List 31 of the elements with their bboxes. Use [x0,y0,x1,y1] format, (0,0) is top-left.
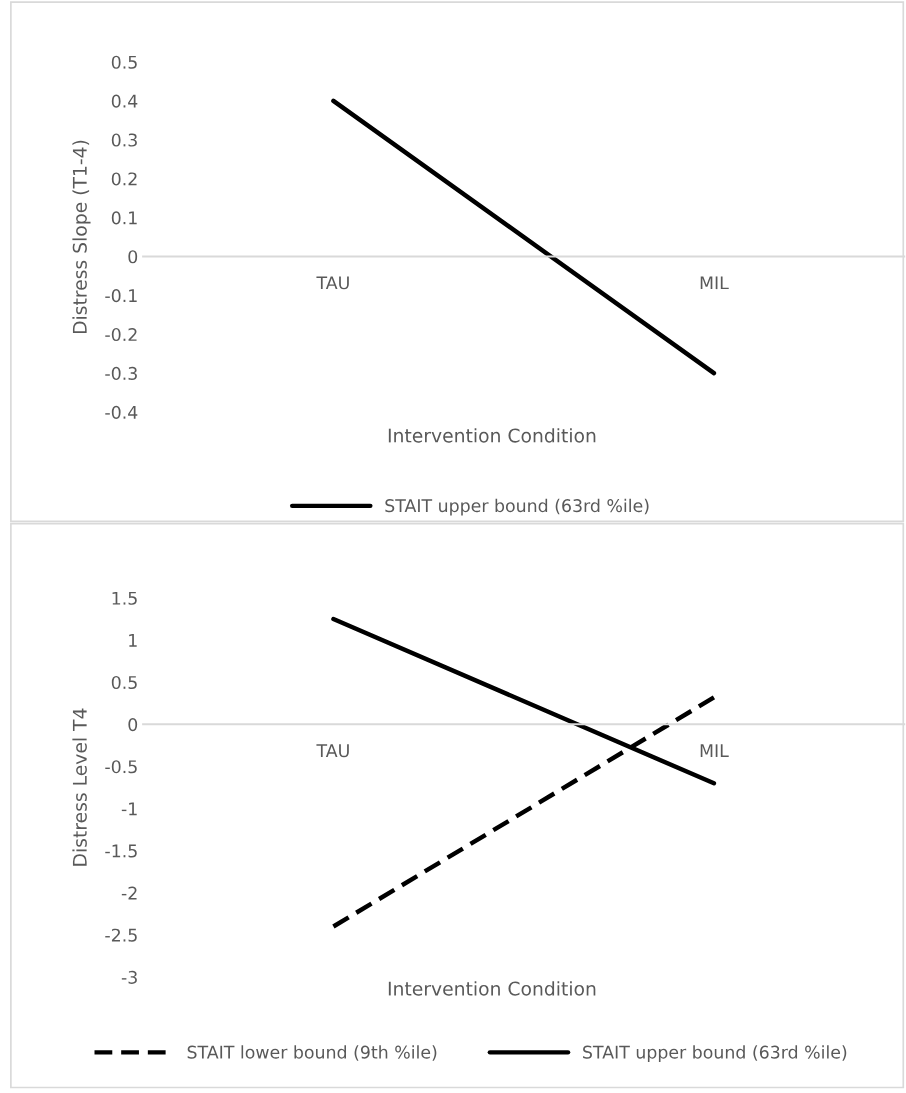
y-tick-label: 0.2 [111,172,137,186]
y-tick-label: -0.3 [105,366,137,381]
y-axis-title: Distress Level T4 [72,708,87,866]
y-tick-label: -2 [121,886,137,900]
x-tick-label: MIL [700,276,729,290]
y-tick-label: 0.5 [111,675,137,690]
y-tick-label: 0 [128,718,138,732]
y-axis-title: Distress Slope (T1-4) [72,140,91,334]
y-tick-label: 0 [128,250,138,264]
x-axis-title: Intervention Condition [388,428,596,443]
legend-label: STAIT upper bound (63rd %ile) [385,498,649,516]
y-tick-label: -0.4 [105,405,138,419]
y-tick-label: -2.5 [105,928,137,942]
x-axis-title: Intervention Condition [388,981,596,996]
y-tick-label: -1.5 [105,844,137,858]
y-tick-label: -0.2 [105,327,137,342]
y-tick-label: -0.1 [105,289,137,303]
y-tick-label: 0.5 [111,55,137,69]
legend-label: STAIT lower bound (9th %ile) [187,1045,437,1061]
y-tick-label: 0.3 [111,133,137,147]
x-tick-label: TAU [316,276,349,290]
x-tick-label: TAU [316,744,349,758]
y-tick-label: 0.4 [111,94,138,108]
y-tick-label: 1.5 [112,591,137,605]
y-tick-label: -3 [121,970,137,984]
y-tick-label: -0.5 [105,760,137,774]
y-tick-label: 0.1 [111,211,137,225]
y-tick-label: 1 [129,634,137,647]
y-tick-label: -1 [121,802,137,816]
legend-label: STAIT upper bound (63rd %ile) [583,1045,847,1063]
x-tick-label: MIL [700,744,729,757]
